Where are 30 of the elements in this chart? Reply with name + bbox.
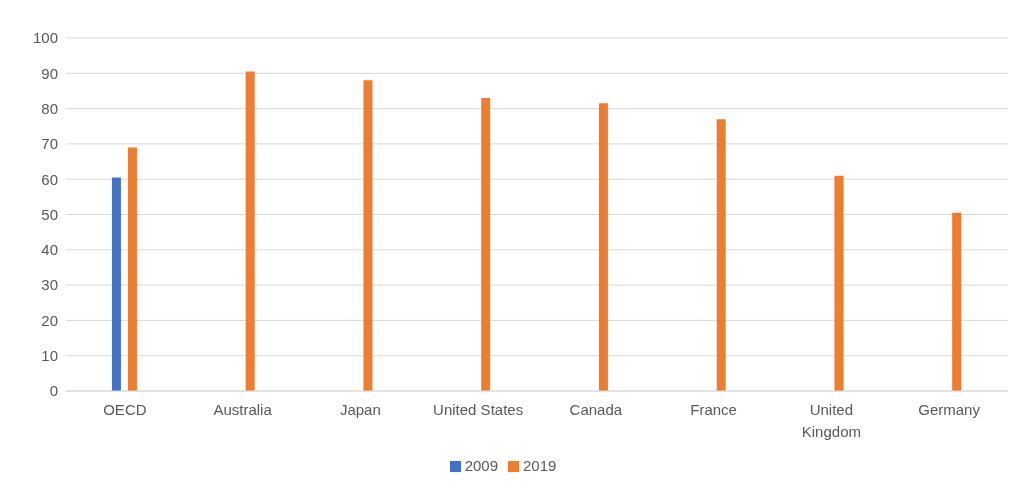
bar [716,119,726,391]
bar [111,177,121,391]
x-tick-label: Japan [339,401,381,418]
x-tick-label: United Kingdom [801,401,861,440]
y-tick-label: 70 [41,135,58,153]
bar [952,212,962,391]
x-tick-label: France [690,401,737,418]
y-tick-label: 10 [41,347,58,365]
legend-label: 2019 [523,457,557,474]
x-tick-label: Australia [213,401,273,418]
x-tick-label: Germany [918,401,981,418]
bar [598,103,608,391]
bar [834,175,844,391]
bar [363,80,373,391]
x-tick-label: OECD [103,401,147,418]
x-tick-label: United States [433,401,524,418]
y-tick-label: 50 [41,205,58,223]
y-tick-label: 90 [41,64,58,82]
y-tick-label: 0 [49,382,58,400]
y-tick-label: 20 [41,311,58,329]
y-tick-label: 40 [41,241,58,259]
y-tick-label: 30 [41,276,58,294]
y-tick-label: 60 [41,170,58,188]
bar [245,71,255,391]
legend-label: 2009 [464,457,498,474]
bar [481,98,491,391]
y-tick-label: 100 [32,29,58,47]
y-tick-label: 80 [41,99,58,117]
x-tick-label: Canada [569,401,623,418]
bar [127,147,137,391]
